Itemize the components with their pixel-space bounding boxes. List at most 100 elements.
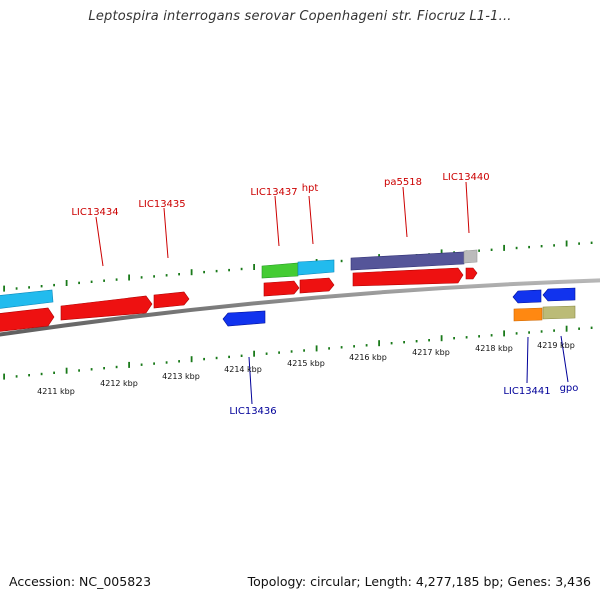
minor-tick bbox=[340, 346, 343, 349]
map-title: Leptospira interrogans serovar Copenhage… bbox=[88, 9, 512, 24]
minor-tick bbox=[28, 374, 30, 377]
gene-feature-lic13437[interactable] bbox=[263, 280, 300, 297]
major-tick bbox=[128, 274, 130, 281]
major-tick bbox=[190, 269, 193, 276]
gene-label-gpo[interactable]: gpo bbox=[560, 383, 579, 394]
minor-tick bbox=[428, 339, 430, 342]
minor-tick bbox=[465, 336, 468, 339]
gene-label-lic13440[interactable]: LIC13440 bbox=[442, 172, 489, 183]
minor-tick bbox=[153, 362, 155, 365]
gene-feature-lic13436[interactable] bbox=[222, 310, 266, 327]
minor-tick bbox=[353, 345, 355, 348]
feature-bar-grey[interactable] bbox=[463, 249, 478, 264]
minor-tick bbox=[15, 375, 18, 378]
minor-tick bbox=[228, 268, 230, 272]
major-tick bbox=[378, 340, 380, 347]
gene-label-lic13441[interactable]: LIC13441 bbox=[503, 386, 550, 397]
minor-tick bbox=[390, 342, 393, 345]
minor-tick bbox=[115, 278, 118, 281]
minor-tick bbox=[90, 280, 93, 283]
minor-tick bbox=[340, 259, 343, 263]
feature-bar-cyan[interactable] bbox=[0, 289, 54, 309]
major-tick bbox=[253, 350, 255, 357]
major-tick bbox=[440, 249, 443, 256]
feature-bar-cyan[interactable] bbox=[297, 259, 335, 276]
gene-label-lic13434[interactable]: LIC13434 bbox=[71, 207, 118, 218]
major-tick bbox=[565, 325, 568, 332]
gene-feature-gpo[interactable] bbox=[542, 287, 576, 302]
gene-label-lic13436[interactable]: LIC13436 bbox=[229, 406, 276, 417]
major-tick bbox=[440, 335, 443, 342]
minor-tick bbox=[515, 246, 518, 250]
minor-tick bbox=[215, 269, 218, 273]
reverse-strand-genes bbox=[222, 287, 576, 327]
minor-tick bbox=[490, 334, 493, 337]
feature-bar-khaki[interactable] bbox=[542, 305, 576, 320]
minor-tick bbox=[165, 274, 168, 277]
minor-tick bbox=[303, 349, 305, 352]
minor-tick bbox=[528, 331, 530, 334]
gene-feature-lic13441[interactable] bbox=[512, 289, 542, 304]
minor-tick bbox=[453, 337, 455, 340]
forward-feature-track bbox=[0, 249, 478, 309]
minor-tick bbox=[115, 365, 118, 369]
minor-tick bbox=[478, 335, 480, 338]
minor-tick bbox=[28, 286, 30, 289]
major-tick bbox=[503, 330, 505, 337]
gene-label-hpt[interactable]: hpt bbox=[302, 183, 319, 194]
gene-feature-hpt[interactable] bbox=[299, 277, 335, 294]
minor-tick bbox=[553, 329, 555, 332]
genome-backbone bbox=[0, 278, 600, 337]
gene-feature-pa5518[interactable] bbox=[352, 267, 464, 287]
kbp-label: 4215 kbp bbox=[287, 359, 325, 368]
minor-tick bbox=[140, 363, 143, 366]
gene-feature-lic13440[interactable] bbox=[465, 267, 478, 280]
accession-text: Accession: NC_005823 bbox=[9, 574, 152, 589]
genome-summary-text: Topology: circular; Length: 4,277,185 bp… bbox=[247, 574, 591, 589]
forward-strand-genes bbox=[0, 267, 478, 332]
major-tick bbox=[503, 244, 505, 251]
minor-tick bbox=[478, 249, 480, 252]
minor-tick bbox=[290, 350, 293, 353]
gene-feature-forward[interactable] bbox=[0, 307, 55, 332]
kbp-label: 4211 kbp bbox=[37, 387, 75, 396]
forward-leader-lines bbox=[95, 181, 470, 267]
minor-tick bbox=[40, 372, 43, 376]
minor-tick bbox=[553, 244, 555, 247]
major-tick bbox=[190, 356, 193, 363]
major-tick bbox=[315, 345, 318, 352]
major-tick bbox=[565, 240, 568, 247]
minor-tick bbox=[78, 369, 80, 372]
gene-label-pa5518[interactable]: pa5518 bbox=[384, 177, 422, 188]
minor-tick bbox=[78, 281, 80, 285]
minor-tick bbox=[203, 357, 205, 361]
minor-tick bbox=[53, 371, 55, 374]
minor-tick bbox=[178, 273, 180, 276]
minor-tick bbox=[540, 330, 543, 333]
gene-label-lic13435[interactable]: LIC13435 bbox=[138, 199, 185, 210]
minor-tick bbox=[140, 276, 143, 279]
minor-tick bbox=[165, 361, 168, 364]
gene-feature-lic13434[interactable] bbox=[60, 295, 153, 321]
reverse-leader-lines bbox=[248, 335, 569, 405]
minor-tick bbox=[90, 368, 93, 371]
gene-feature-lic13435[interactable] bbox=[153, 291, 190, 309]
minor-tick bbox=[15, 287, 18, 290]
minor-tick bbox=[240, 354, 243, 357]
gene-label-lic13437[interactable]: LIC13437 bbox=[250, 187, 297, 198]
feature-bar-purple[interactable] bbox=[350, 251, 465, 271]
minor-tick bbox=[203, 270, 205, 274]
minor-tick bbox=[40, 285, 43, 288]
kbp-label: 4216 kbp bbox=[349, 353, 387, 362]
kbp-label: 4213 kbp bbox=[162, 372, 200, 381]
minor-tick bbox=[215, 356, 218, 360]
minor-tick bbox=[103, 279, 105, 282]
feature-bar-orange[interactable] bbox=[513, 307, 543, 322]
minor-tick bbox=[240, 267, 243, 271]
feature-bar-green[interactable] bbox=[261, 262, 299, 279]
minor-tick bbox=[53, 283, 55, 287]
minor-tick bbox=[265, 352, 268, 355]
minor-tick bbox=[103, 367, 105, 370]
minor-tick bbox=[578, 242, 580, 245]
minor-tick bbox=[228, 355, 230, 359]
